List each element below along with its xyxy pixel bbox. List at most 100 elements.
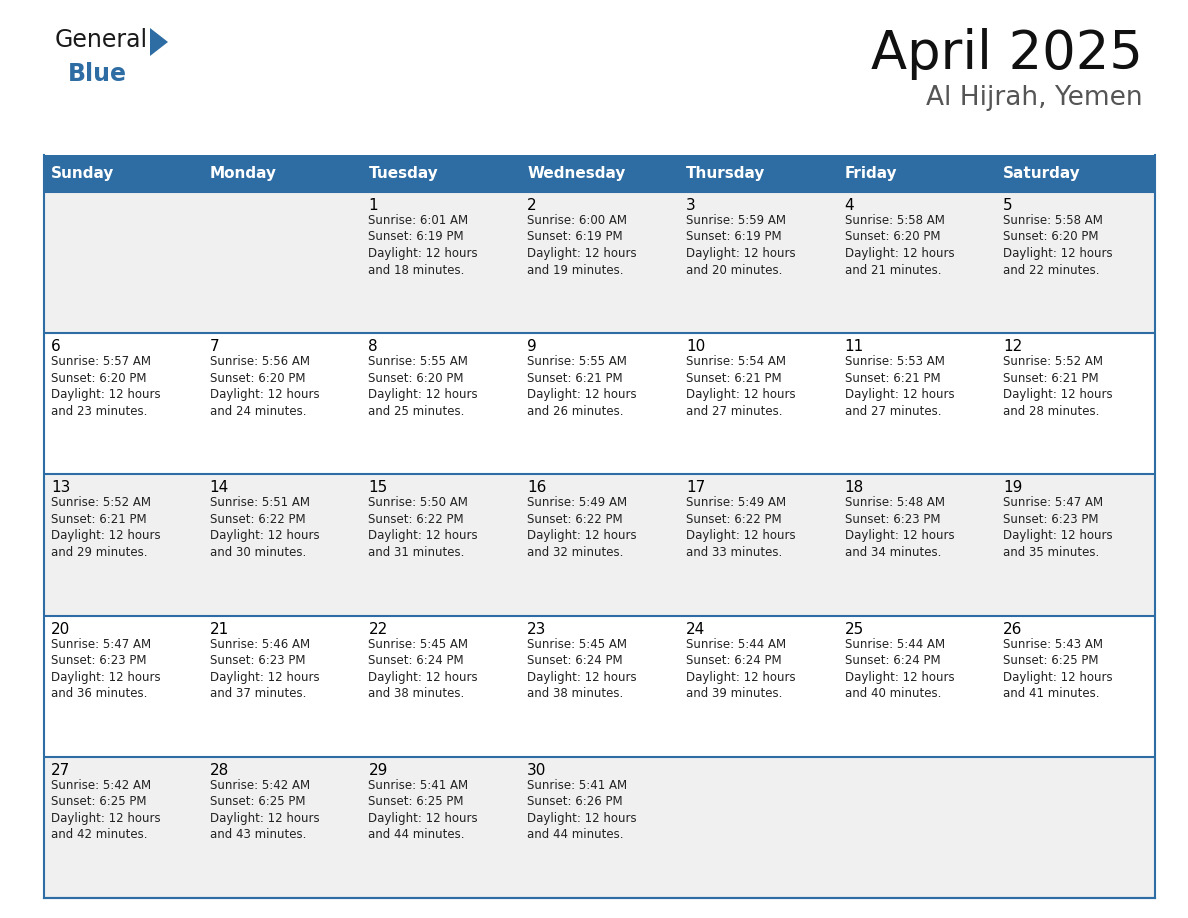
Text: 19: 19	[1004, 480, 1023, 496]
Text: Wednesday: Wednesday	[527, 166, 626, 181]
Bar	[361, 155, 520, 192]
Bar	[44, 475, 203, 616]
Text: Sunrise: 5:47 AM
Sunset: 6:23 PM
Daylight: 12 hours
and 36 minutes.: Sunrise: 5:47 AM Sunset: 6:23 PM Dayligh…	[51, 638, 160, 700]
Text: 25: 25	[845, 621, 864, 636]
Bar	[44, 333, 203, 475]
Text: 22: 22	[368, 621, 387, 636]
Polygon shape	[150, 28, 168, 56]
Bar	[203, 756, 361, 898]
Text: Sunrise: 5:46 AM
Sunset: 6:23 PM
Daylight: 12 hours
and 37 minutes.: Sunrise: 5:46 AM Sunset: 6:23 PM Dayligh…	[210, 638, 320, 700]
Text: Sunrise: 5:52 AM
Sunset: 6:21 PM
Daylight: 12 hours
and 28 minutes.: Sunrise: 5:52 AM Sunset: 6:21 PM Dayligh…	[1004, 355, 1113, 418]
Text: Saturday: Saturday	[1004, 166, 1081, 181]
Text: Sunrise: 5:45 AM
Sunset: 6:24 PM
Daylight: 12 hours
and 38 minutes.: Sunrise: 5:45 AM Sunset: 6:24 PM Dayligh…	[368, 638, 478, 700]
Bar	[44, 155, 203, 192]
Bar	[520, 333, 678, 475]
Bar	[678, 192, 838, 333]
Text: Tuesday: Tuesday	[368, 166, 438, 181]
Bar	[203, 475, 361, 616]
Text: Sunrise: 5:56 AM
Sunset: 6:20 PM
Daylight: 12 hours
and 24 minutes.: Sunrise: 5:56 AM Sunset: 6:20 PM Dayligh…	[210, 355, 320, 418]
Bar	[838, 192, 997, 333]
Text: 16: 16	[527, 480, 546, 496]
Bar	[678, 756, 838, 898]
Text: Sunrise: 5:47 AM
Sunset: 6:23 PM
Daylight: 12 hours
and 35 minutes.: Sunrise: 5:47 AM Sunset: 6:23 PM Dayligh…	[1004, 497, 1113, 559]
Bar	[678, 475, 838, 616]
Text: Sunrise: 5:50 AM
Sunset: 6:22 PM
Daylight: 12 hours
and 31 minutes.: Sunrise: 5:50 AM Sunset: 6:22 PM Dayligh…	[368, 497, 478, 559]
Bar	[44, 616, 203, 756]
Text: Sunrise: 5:41 AM
Sunset: 6:26 PM
Daylight: 12 hours
and 44 minutes.: Sunrise: 5:41 AM Sunset: 6:26 PM Dayligh…	[527, 778, 637, 841]
Text: 21: 21	[210, 621, 229, 636]
Bar	[678, 333, 838, 475]
Text: 14: 14	[210, 480, 229, 496]
Text: 6: 6	[51, 339, 61, 354]
Bar	[997, 155, 1155, 192]
Bar	[997, 756, 1155, 898]
Bar	[203, 192, 361, 333]
Text: 26: 26	[1004, 621, 1023, 636]
Text: Sunrise: 5:52 AM
Sunset: 6:21 PM
Daylight: 12 hours
and 29 minutes.: Sunrise: 5:52 AM Sunset: 6:21 PM Dayligh…	[51, 497, 160, 559]
Text: 30: 30	[527, 763, 546, 778]
Text: 7: 7	[210, 339, 220, 354]
Text: Sunrise: 5:55 AM
Sunset: 6:21 PM
Daylight: 12 hours
and 26 minutes.: Sunrise: 5:55 AM Sunset: 6:21 PM Dayligh…	[527, 355, 637, 418]
Bar	[520, 756, 678, 898]
Text: Al Hijrah, Yemen: Al Hijrah, Yemen	[927, 85, 1143, 111]
Bar	[361, 192, 520, 333]
Text: 29: 29	[368, 763, 387, 778]
Text: Sunrise: 5:57 AM
Sunset: 6:20 PM
Daylight: 12 hours
and 23 minutes.: Sunrise: 5:57 AM Sunset: 6:20 PM Dayligh…	[51, 355, 160, 418]
Text: Sunrise: 5:53 AM
Sunset: 6:21 PM
Daylight: 12 hours
and 27 minutes.: Sunrise: 5:53 AM Sunset: 6:21 PM Dayligh…	[845, 355, 954, 418]
Text: 18: 18	[845, 480, 864, 496]
Text: Sunrise: 5:48 AM
Sunset: 6:23 PM
Daylight: 12 hours
and 34 minutes.: Sunrise: 5:48 AM Sunset: 6:23 PM Dayligh…	[845, 497, 954, 559]
Text: 10: 10	[685, 339, 706, 354]
Bar	[203, 333, 361, 475]
Bar	[838, 475, 997, 616]
Text: Friday: Friday	[845, 166, 897, 181]
Text: April 2025: April 2025	[871, 28, 1143, 80]
Text: 2: 2	[527, 198, 537, 213]
Text: 15: 15	[368, 480, 387, 496]
Bar	[44, 756, 203, 898]
Bar	[838, 333, 997, 475]
Text: Sunrise: 5:59 AM
Sunset: 6:19 PM
Daylight: 12 hours
and 20 minutes.: Sunrise: 5:59 AM Sunset: 6:19 PM Dayligh…	[685, 214, 796, 276]
Text: Sunrise: 5:42 AM
Sunset: 6:25 PM
Daylight: 12 hours
and 43 minutes.: Sunrise: 5:42 AM Sunset: 6:25 PM Dayligh…	[210, 778, 320, 841]
Text: Sunrise: 5:43 AM
Sunset: 6:25 PM
Daylight: 12 hours
and 41 minutes.: Sunrise: 5:43 AM Sunset: 6:25 PM Dayligh…	[1004, 638, 1113, 700]
Text: General: General	[55, 28, 148, 52]
Text: Sunrise: 5:42 AM
Sunset: 6:25 PM
Daylight: 12 hours
and 42 minutes.: Sunrise: 5:42 AM Sunset: 6:25 PM Dayligh…	[51, 778, 160, 841]
Text: 24: 24	[685, 621, 706, 636]
Bar	[520, 616, 678, 756]
Bar	[361, 333, 520, 475]
Text: 5: 5	[1004, 198, 1013, 213]
Bar	[838, 155, 997, 192]
Text: Sunday: Sunday	[51, 166, 114, 181]
Text: Thursday: Thursday	[685, 166, 765, 181]
Bar	[44, 192, 203, 333]
Text: 13: 13	[51, 480, 70, 496]
Bar	[997, 192, 1155, 333]
Bar	[520, 475, 678, 616]
Text: Blue: Blue	[68, 62, 127, 86]
Text: Sunrise: 5:44 AM
Sunset: 6:24 PM
Daylight: 12 hours
and 40 minutes.: Sunrise: 5:44 AM Sunset: 6:24 PM Dayligh…	[845, 638, 954, 700]
Bar	[203, 155, 361, 192]
Text: Monday: Monday	[210, 166, 277, 181]
Bar	[838, 616, 997, 756]
Text: 17: 17	[685, 480, 706, 496]
Text: Sunrise: 5:54 AM
Sunset: 6:21 PM
Daylight: 12 hours
and 27 minutes.: Sunrise: 5:54 AM Sunset: 6:21 PM Dayligh…	[685, 355, 796, 418]
Text: Sunrise: 5:45 AM
Sunset: 6:24 PM
Daylight: 12 hours
and 38 minutes.: Sunrise: 5:45 AM Sunset: 6:24 PM Dayligh…	[527, 638, 637, 700]
Bar	[361, 756, 520, 898]
Text: 4: 4	[845, 198, 854, 213]
Text: Sunrise: 5:44 AM
Sunset: 6:24 PM
Daylight: 12 hours
and 39 minutes.: Sunrise: 5:44 AM Sunset: 6:24 PM Dayligh…	[685, 638, 796, 700]
Bar	[361, 616, 520, 756]
Text: Sunrise: 5:58 AM
Sunset: 6:20 PM
Daylight: 12 hours
and 21 minutes.: Sunrise: 5:58 AM Sunset: 6:20 PM Dayligh…	[845, 214, 954, 276]
Bar	[997, 333, 1155, 475]
Text: 1: 1	[368, 198, 378, 213]
Text: Sunrise: 5:41 AM
Sunset: 6:25 PM
Daylight: 12 hours
and 44 minutes.: Sunrise: 5:41 AM Sunset: 6:25 PM Dayligh…	[368, 778, 478, 841]
Text: Sunrise: 5:51 AM
Sunset: 6:22 PM
Daylight: 12 hours
and 30 minutes.: Sunrise: 5:51 AM Sunset: 6:22 PM Dayligh…	[210, 497, 320, 559]
Text: 28: 28	[210, 763, 229, 778]
Bar	[838, 756, 997, 898]
Text: 27: 27	[51, 763, 70, 778]
Text: Sunrise: 6:00 AM
Sunset: 6:19 PM
Daylight: 12 hours
and 19 minutes.: Sunrise: 6:00 AM Sunset: 6:19 PM Dayligh…	[527, 214, 637, 276]
Bar	[997, 475, 1155, 616]
Text: Sunrise: 5:49 AM
Sunset: 6:22 PM
Daylight: 12 hours
and 32 minutes.: Sunrise: 5:49 AM Sunset: 6:22 PM Dayligh…	[527, 497, 637, 559]
Text: 11: 11	[845, 339, 864, 354]
Text: 20: 20	[51, 621, 70, 636]
Text: Sunrise: 6:01 AM
Sunset: 6:19 PM
Daylight: 12 hours
and 18 minutes.: Sunrise: 6:01 AM Sunset: 6:19 PM Dayligh…	[368, 214, 478, 276]
Bar	[520, 155, 678, 192]
